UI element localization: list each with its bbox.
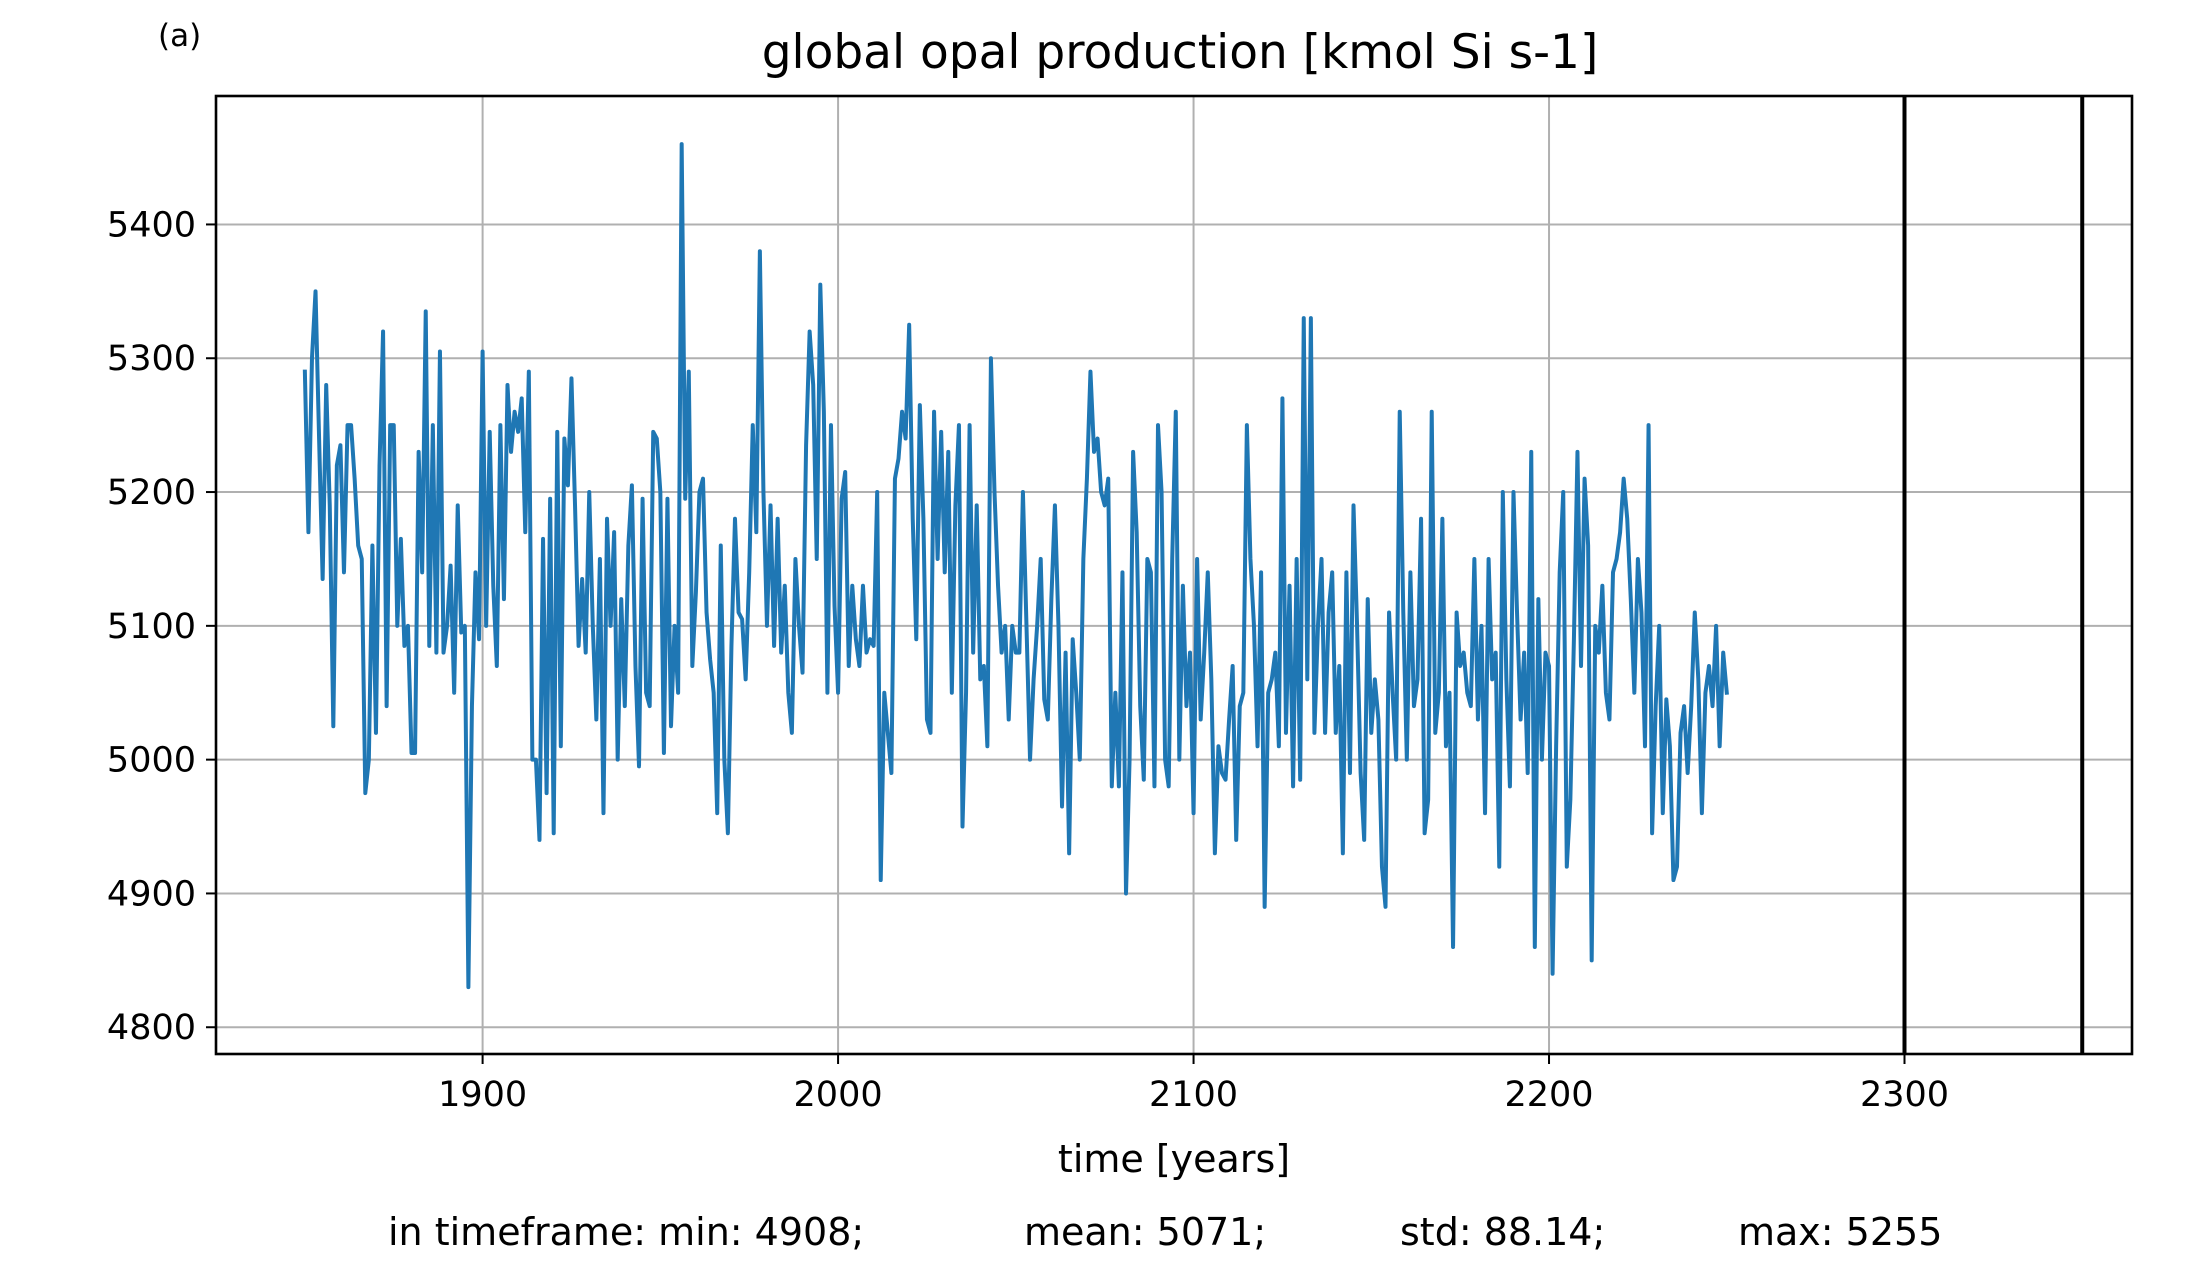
series-line	[302, 142, 1729, 990]
x-tick-label: 2200	[1504, 1075, 1593, 1115]
y-tick-label: 5200	[107, 473, 196, 513]
x-tick-label: 2100	[1149, 1075, 1238, 1115]
panel-label: (a)	[158, 18, 201, 54]
stat-min: in timeframe: min: 4908;	[388, 1210, 865, 1254]
plot-frame	[214, 94, 2134, 1056]
vertical-markers	[1902, 96, 2085, 1054]
x-axis: 1900 2000 2100 2200 2300	[438, 1054, 1949, 1115]
y-tick-label: 5300	[107, 339, 196, 379]
series-group	[302, 142, 1729, 990]
x-tick-label: 2000	[794, 1075, 883, 1115]
x-axis-label: time [years]	[1058, 1137, 1290, 1181]
stat-max: max: 5255	[1738, 1210, 1943, 1254]
y-tick-label: 5100	[107, 607, 196, 647]
y-tick-label: 5000	[107, 741, 196, 781]
stat-std: std: 88.14;	[1400, 1210, 1606, 1254]
stat-mean: mean: 5071;	[1024, 1210, 1267, 1254]
timeframe-stats: in timeframe: min: 4908; mean: 5071; std…	[0, 1210, 2196, 1260]
y-axis: 4800 4900 5000 5100 5200 5300 5400	[107, 205, 216, 1048]
x-tick-label: 1900	[438, 1075, 527, 1115]
y-tick-label: 4800	[107, 1008, 196, 1048]
chart-title: global opal production [kmol Si s-1]	[762, 25, 1599, 80]
y-tick-label: 4900	[107, 874, 196, 914]
y-tick-label: 5400	[107, 205, 196, 245]
x-tick-label: 2300	[1860, 1075, 1949, 1115]
